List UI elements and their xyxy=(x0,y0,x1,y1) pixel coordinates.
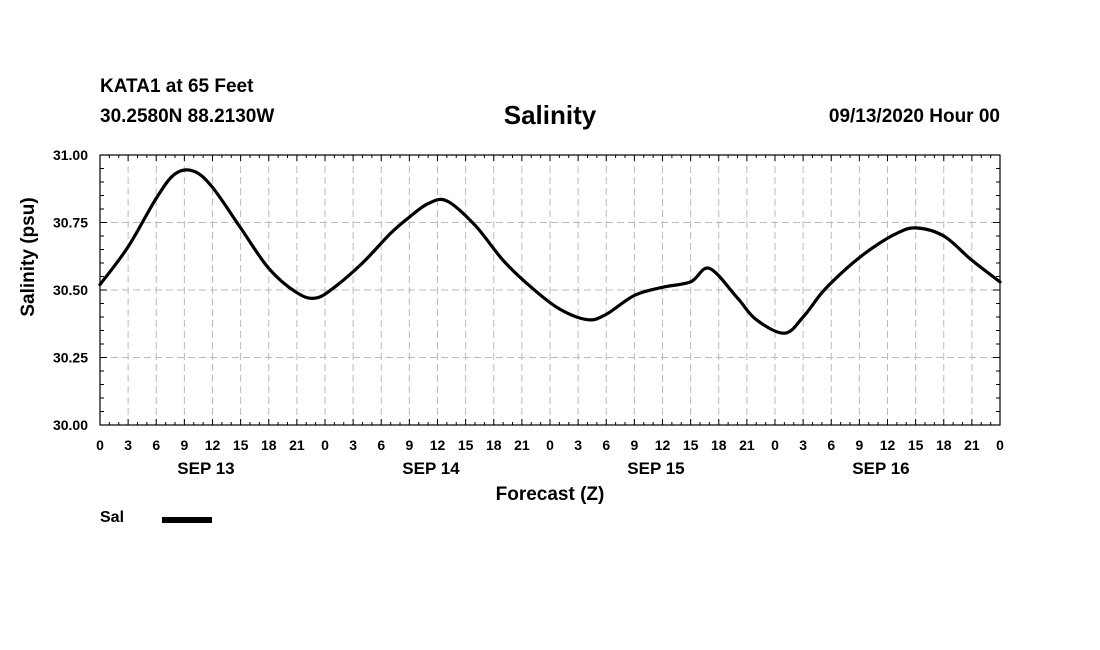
x-tick-label: 9 xyxy=(855,437,863,453)
x-tick-label: 3 xyxy=(574,437,582,453)
x-tick-label: 3 xyxy=(124,437,132,453)
x-tick-label: 0 xyxy=(321,437,329,453)
y-tick-label: 30.75 xyxy=(53,215,88,231)
x-tick-label: 21 xyxy=(964,437,980,453)
legend-label: Sal xyxy=(100,509,125,526)
x-tick-label: 0 xyxy=(546,437,554,453)
x-tick-label: 6 xyxy=(377,437,385,453)
x-tick-label: 12 xyxy=(655,437,671,453)
x-tick-label: 9 xyxy=(630,437,638,453)
x-tick-label: 0 xyxy=(96,437,104,453)
x-tick-label: 3 xyxy=(799,437,807,453)
day-labels: SEP 13 SEP 14 SEP 15 SEP 16 xyxy=(177,459,909,478)
day-label: SEP 13 xyxy=(177,459,234,478)
y-axis-label: Salinity (psu) xyxy=(18,197,39,316)
x-tick-label: 18 xyxy=(486,437,502,453)
x-tick-label: 15 xyxy=(908,437,924,453)
y-tick-label: 30.00 xyxy=(53,417,88,433)
x-tick-label: 6 xyxy=(152,437,160,453)
y-tick-label: 30.50 xyxy=(53,282,88,298)
chart-title: Salinity xyxy=(503,100,597,130)
x-tick-label: 15 xyxy=(233,437,249,453)
x-tick-label: 21 xyxy=(289,437,305,453)
x-tick-label: 3 xyxy=(349,437,357,453)
y-tick-label: 30.25 xyxy=(53,350,88,366)
grid-lines xyxy=(100,155,1000,425)
forecast-datetime: 09/13/2020 Hour 00 xyxy=(828,106,1000,127)
x-tick-label: 0 xyxy=(996,437,1004,453)
legend-swatch xyxy=(162,517,212,523)
station-label: KATA1 at 65 Feet xyxy=(100,76,254,97)
day-label: SEP 14 xyxy=(402,459,460,478)
x-tick-label: 0 xyxy=(771,437,779,453)
x-tick-label: 18 xyxy=(711,437,727,453)
x-tick-label: 21 xyxy=(514,437,530,453)
x-tick-label: 12 xyxy=(880,437,896,453)
x-tick-label: 12 xyxy=(430,437,446,453)
day-label: SEP 16 xyxy=(852,459,909,478)
x-tick-label: 15 xyxy=(458,437,474,453)
x-tick-label: 9 xyxy=(405,437,413,453)
x-tick-label: 18 xyxy=(936,437,952,453)
x-axis-label: Forecast (Z) xyxy=(496,484,605,505)
x-tick-label: 15 xyxy=(683,437,699,453)
day-label: SEP 15 xyxy=(627,459,684,478)
coordinates-label: 30.2580N 88.2130W xyxy=(100,106,275,127)
x-tick-label: 21 xyxy=(739,437,755,453)
series-line-sal xyxy=(98,168,1002,335)
x-tick-label: 6 xyxy=(827,437,835,453)
axis-ticks xyxy=(99,154,1001,426)
x-tick-labels: 0 3 6 9 12 15 18 21 0 3 6 9 12 15 18 21 0 3 6 9 12 15 18 21 0 3 6 9… xyxy=(96,437,1004,453)
x-tick-label: 9 xyxy=(180,437,188,453)
y-tick-label: 31.00 xyxy=(53,147,88,163)
x-tick-label: 12 xyxy=(205,437,221,453)
y-tick-labels: 30.00 30.25 30.50 30.75 31.00 xyxy=(53,147,88,433)
x-tick-label: 6 xyxy=(602,437,610,453)
x-tick-label: 18 xyxy=(261,437,277,453)
